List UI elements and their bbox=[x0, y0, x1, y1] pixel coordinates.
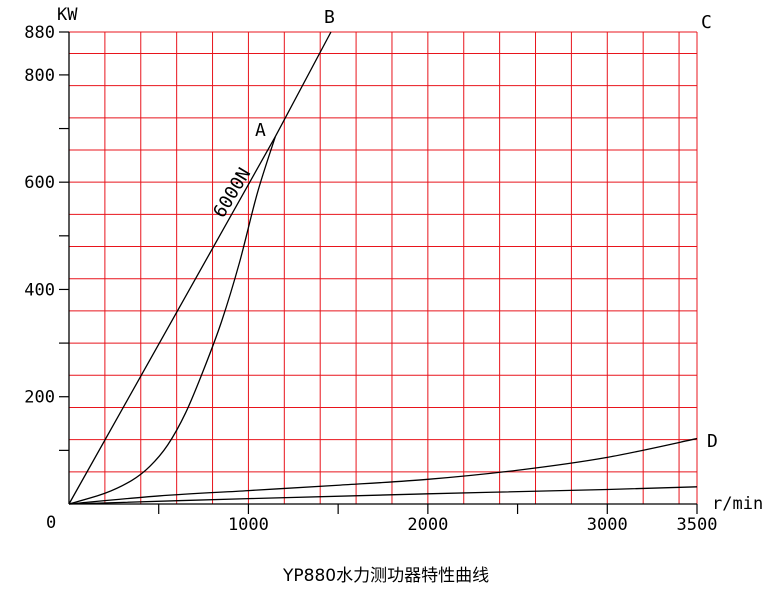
series-curve-OD-upper bbox=[68, 437, 698, 505]
series-curve-OA bbox=[68, 136, 276, 505]
point-label-d: D bbox=[707, 431, 718, 452]
x-tick-label: 3500 bbox=[677, 515, 718, 535]
y-axis-unit-label: KW bbox=[57, 5, 78, 25]
series-line-6000n bbox=[68, 31, 332, 505]
y-tick-label: 880 bbox=[24, 23, 55, 43]
point-label-c: C bbox=[701, 12, 712, 33]
x-tick-label: 3000 bbox=[587, 515, 628, 535]
y-tick-label: 800 bbox=[24, 66, 55, 86]
y-tick-label: 400 bbox=[24, 280, 55, 300]
y-tick-label: 600 bbox=[24, 173, 55, 193]
origin-label: 0 bbox=[46, 513, 56, 533]
chart-title: YP880水力测功器特性曲线 bbox=[282, 566, 489, 586]
axes bbox=[68, 32, 697, 505]
x-tick-label: 2000 bbox=[407, 515, 448, 535]
series-curve-OD-lower bbox=[68, 486, 698, 505]
series bbox=[68, 31, 698, 505]
y-tick-label: 200 bbox=[24, 388, 55, 408]
point-label-a: A bbox=[255, 120, 266, 141]
grid bbox=[69, 31, 698, 504]
x-tick-label: 1000 bbox=[228, 515, 269, 535]
ticks: 200 400 600 800 880 1000 2000 3000 3500 bbox=[24, 23, 717, 535]
point-label-b: B bbox=[324, 7, 335, 28]
x-axis-unit-label: r/min bbox=[712, 494, 763, 514]
